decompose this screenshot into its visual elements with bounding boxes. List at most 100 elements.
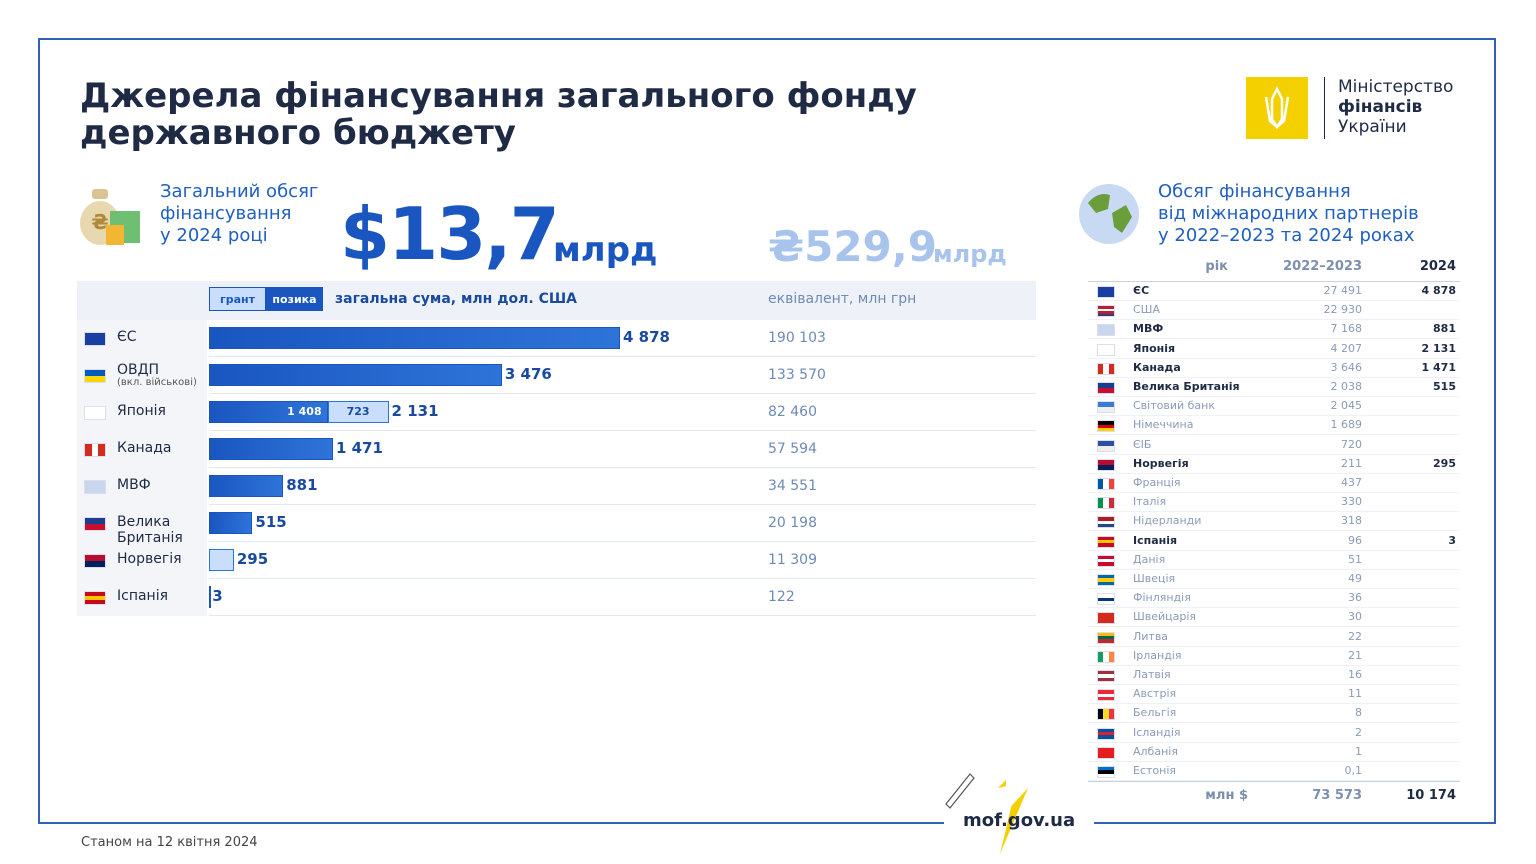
usd-total: $13,7 [340, 192, 560, 276]
row-divider [1088, 357, 1460, 359]
globe-icon [1079, 184, 1139, 244]
table-footer: 73 573 [1312, 788, 1362, 803]
partner-value: 2 045 [1330, 399, 1363, 413]
total-label: 3 476 [504, 365, 552, 383]
site-name: mof.gov.ua [963, 810, 1076, 831]
flag [1097, 286, 1115, 298]
row-divider [1088, 664, 1460, 666]
category-label: Японія [117, 403, 166, 419]
row-divider [1088, 434, 1460, 436]
partner-name: Велика Британія [1133, 380, 1240, 393]
partner-name: Франція [1133, 476, 1181, 489]
flag [1097, 458, 1115, 471]
row-divider [209, 504, 1036, 505]
row-divider [1088, 568, 1460, 570]
table-footer: 10 174 [1406, 788, 1456, 803]
flag [1097, 593, 1115, 606]
summary-caption: фінансування [160, 203, 292, 224]
partner-name: Ісландія [1133, 725, 1181, 739]
partner-value: 8 [1355, 706, 1362, 720]
partner-value: 2 [1355, 725, 1362, 739]
partner-value: 720 [1341, 437, 1362, 451]
category-label: ЄС [117, 329, 137, 345]
partner-name: Світовий банк [1133, 399, 1215, 413]
partner-value: 7 168 [1330, 322, 1363, 336]
partner-value: 22 [1348, 629, 1362, 643]
partner-name: Японія [1133, 341, 1176, 355]
partner-value: 330 [1341, 495, 1362, 509]
bar-segment [209, 586, 211, 608]
partner-value: 211 [1341, 456, 1362, 470]
partner-name: Данія [1133, 552, 1166, 566]
partner-value: 437 [1341, 476, 1362, 489]
flag [84, 554, 106, 568]
total-label: 2 131 [391, 402, 439, 420]
money-icon: ₴ [80, 189, 140, 245]
partner-value-2024: 2 131 [1421, 341, 1456, 355]
category-label: Канада [117, 440, 172, 456]
flag [1097, 439, 1115, 452]
flag [1097, 382, 1115, 394]
segment-label: 1 408 [287, 405, 322, 418]
summary-caption: у 2024 році [160, 225, 268, 246]
bar-segment [209, 401, 328, 423]
row-divider [1088, 703, 1460, 705]
equivalent-value: 11 309 [768, 552, 817, 568]
flag [1097, 650, 1115, 663]
flag [1097, 478, 1115, 490]
partner-name: ЄС [1133, 284, 1150, 297]
row-divider [1088, 760, 1460, 762]
total-label: 1 471 [335, 439, 383, 457]
equivalent-value: 34 551 [768, 478, 817, 494]
date-note: Станом на 12 квітня 2024 [81, 835, 258, 850]
logo-divider [1324, 77, 1325, 139]
partner-name: Естонія [1133, 764, 1177, 777]
row-divider [1088, 453, 1460, 455]
row-divider [209, 615, 1036, 616]
category-label: Іспанія [117, 588, 169, 604]
partner-value-2024: 3 [1448, 533, 1456, 547]
partner-value: 1 [1355, 744, 1362, 758]
equivalent-value: 133 570 [768, 367, 826, 383]
partner-name: Швеція [1133, 572, 1176, 585]
segment-label: 723 [346, 405, 370, 418]
svg-text:₴: ₴ [91, 210, 108, 234]
flag [84, 443, 106, 457]
bar-segment [209, 475, 284, 497]
row-divider [1088, 549, 1460, 551]
row-divider [1088, 511, 1460, 513]
partner-value: 22 930 [1323, 303, 1363, 317]
bar-segment [327, 401, 389, 423]
flag [1097, 727, 1115, 740]
partner-value: 2 038 [1330, 380, 1363, 393]
logo-text: Міністерство [1338, 77, 1454, 97]
value-axis-label: загальна сума, млн дол. США [335, 291, 577, 307]
column-header: 2022–2023 [1283, 259, 1362, 274]
flag [1097, 497, 1115, 510]
row-divider [1088, 530, 1460, 532]
bar-segment [209, 364, 502, 386]
flag [1097, 746, 1115, 759]
equivalent-value: 190 103 [768, 330, 826, 346]
flag [1097, 305, 1115, 318]
row-divider [209, 541, 1036, 542]
flag [1097, 362, 1115, 375]
flag [1097, 766, 1115, 778]
partner-name: США [1133, 303, 1160, 317]
row-divider [1088, 338, 1460, 340]
row-divider [209, 356, 1036, 357]
partner-name: Нідерланди [1133, 514, 1202, 528]
site-logo [945, 773, 1028, 854]
partner-name: Литва [1133, 629, 1169, 643]
equivalent-value: 20 198 [768, 515, 817, 531]
partner-value: 16 [1348, 668, 1362, 681]
partner-value: 0,1 [1344, 764, 1363, 777]
partner-value: 4 207 [1330, 341, 1363, 355]
row-divider [1088, 319, 1460, 321]
uah-total: ₴529,9 [768, 222, 937, 271]
flag [1097, 343, 1115, 356]
legend-item: позика [266, 287, 323, 311]
uah-unit: млрд [933, 240, 1007, 268]
flag [1097, 631, 1115, 644]
flag [1097, 516, 1115, 529]
